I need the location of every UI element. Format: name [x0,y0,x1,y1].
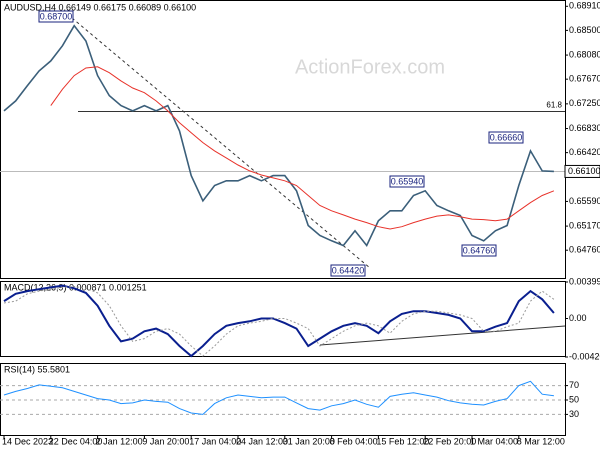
y-tick-label: 0.66830 [569,123,600,133]
fib-label: 61.8 [546,101,562,110]
series-line [3,284,555,358]
price-label: 0.66100 [568,166,600,176]
y-tick-label: 0.67250 [569,98,600,108]
x-tick-label: 9 Jan 20:00 [142,436,189,446]
annotation: 0.68700 [40,11,73,21]
x-tick-label: 15 Feb 12:00 [376,436,429,446]
series-line [3,380,554,415]
y-tick-label: 0.68500 [569,25,600,35]
y-tick-label: 0.68080 [569,49,600,59]
annotation-box [461,244,497,257]
annotation-box [488,131,524,144]
y-tick-label: 0.64760 [569,245,600,255]
price-panel [0,0,566,279]
y-tick-label: 0.66420 [569,147,600,157]
y-tick-label: 50 [569,394,579,404]
y-tick-label: 0.65170 [569,220,600,230]
y-tick-label: 70 [569,380,579,390]
y-tick-label: 0.68910 [569,1,600,11]
x-tick-label: 24 Jan 12:00 [236,436,288,446]
annotation-box [389,175,425,188]
y-tick-label: 0.00 [569,313,587,323]
x-tick-label: 14 Dec 2023 [2,436,53,446]
price-box [564,164,600,178]
series-line [3,285,555,357]
trend-line [71,17,371,269]
y-tick-label: 0.00399 [569,276,600,286]
watermark: ActionForex.com [295,56,445,78]
annotations: 0.68700 0.66660 0.65940 0.64420 0.64760 [38,10,524,277]
y-tick-label: 30 [569,409,579,419]
annotation: 0.65940 [391,176,424,186]
x-tick-label: 22 Feb 20:00 [423,436,476,446]
x-tick-label: 31 Jan 20:00 [283,436,335,446]
series-line [3,24,554,248]
y-tick-label: 0.65590 [569,196,600,206]
x-tick-label: 8 Mar 12:00 [517,436,565,446]
y-tick-label: 0.67670 [569,74,600,84]
rsi-title: RSI(14) 55.5801 [4,364,70,374]
x-tick-label: 2 Jan 12:00 [96,436,143,446]
annotation: 0.64760 [463,245,496,255]
y-tick-label: -0.004206 [569,351,600,361]
annotation: 0.64420 [332,265,365,275]
price-title: AUDUSD,H4 0.66149 0.66175 0.66089 0.6610… [4,2,196,12]
annotation-box [38,10,74,23]
annotation-box [330,264,366,277]
x-tick-label: 17 Jan 04:00 [189,436,241,446]
macd-trend-line [319,325,566,346]
x-tick-label: 8 Feb 04:00 [330,436,378,446]
annotation: 0.66660 [490,132,523,142]
macd-title: MACD(12,26,9) 0.000871 0.001251 [4,282,147,292]
x-tick-label: 22 Dec 04:00 [49,436,103,446]
series-line [50,66,555,230]
x-tick-label: 1 Mar 04:00 [470,436,518,446]
